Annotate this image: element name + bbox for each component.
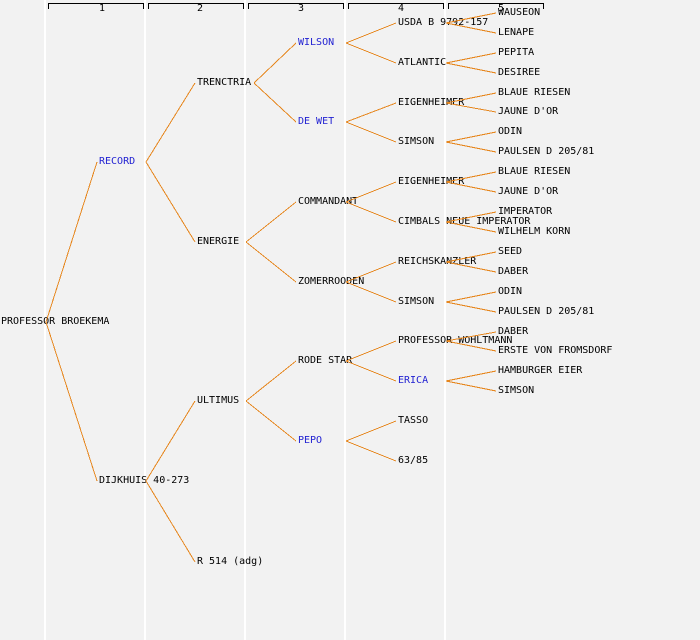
- ancestry-line: [445, 301, 497, 313]
- ancestry-line: [145, 480, 196, 563]
- ancestry-line: [145, 161, 196, 243]
- pedigree-node-daber-2: DABER: [498, 326, 529, 337]
- generation-bracket: [348, 3, 444, 9]
- pedigree-node-professor-broekema: PROFESSOR BROEKEMA: [1, 316, 110, 327]
- pedigree-node-lenape: LENAPE: [498, 27, 535, 38]
- pedigree-node-wauseon: WAUSEON: [498, 7, 541, 18]
- ancestry-line: [45, 321, 98, 482]
- pedigree-node-commandant: COMMANDANT: [298, 196, 359, 207]
- column-separator: [44, 0, 46, 640]
- ancestry-line: [345, 420, 397, 442]
- generation-bracket: [148, 3, 244, 9]
- ancestry-line: [245, 201, 297, 243]
- pedigree-node-usda-b-9792-157: USDA B 9792-157: [398, 17, 489, 28]
- generation-bracket: [448, 3, 544, 9]
- ancestry-line: [145, 400, 196, 482]
- pedigree-node-desiree: DESIREE: [498, 67, 541, 78]
- ancestry-line: [345, 440, 397, 462]
- pedigree-node-simson-3: SIMSON: [498, 385, 535, 396]
- pedigree-node-eigenheimer-2: EIGENHEIMER: [398, 176, 465, 187]
- pedigree-node-professor-wohltmann: PROFESSOR WOHLTMANN: [398, 335, 513, 346]
- pedigree-node-tasso: TASSO: [398, 415, 429, 426]
- ancestry-line: [345, 340, 397, 362]
- pedigree-node-daber-1: DABER: [498, 266, 529, 277]
- column-separator: [244, 0, 246, 640]
- ancestry-line: [445, 291, 497, 303]
- generation-label: 2: [196, 3, 204, 14]
- ancestry-line: [345, 42, 397, 64]
- ancestry-line: [45, 161, 98, 323]
- pedigree-node-erste-von-fromsdorf: ERSTE VON FROMSDORF: [498, 345, 613, 356]
- pedigree-node-imperator: IMPERATOR: [498, 206, 553, 217]
- generation-bracket: [248, 3, 344, 9]
- pedigree-node-record[interactable]: RECORD: [99, 156, 136, 167]
- pedigree-node-paulsen-1: PAULSEN D 205/81: [498, 146, 595, 157]
- ancestry-line: [245, 360, 297, 402]
- column-separator: [344, 0, 346, 640]
- ancestry-line: [253, 82, 297, 123]
- pedigree-node-jaune-dor-1: JAUNE D'OR: [498, 106, 559, 117]
- ancestry-line: [445, 52, 497, 64]
- pedigree-node-erica[interactable]: ERICA: [398, 375, 429, 386]
- ancestry-line: [445, 380, 497, 392]
- generation-label: 5: [497, 3, 505, 14]
- pedigree-node-wilson[interactable]: WILSON: [298, 37, 335, 48]
- ancestry-line: [445, 141, 497, 153]
- ancestry-line: [253, 42, 297, 84]
- pedigree-node-trenctria: TRENCTRIA: [197, 77, 252, 88]
- pedigree-node-rode-star: RODE STAR: [298, 355, 353, 366]
- ancestry-line: [345, 121, 397, 143]
- pedigree-node-atlantic: ATLANTIC: [398, 57, 447, 68]
- pedigree-node-wilhelm-korn: WILHELM KORN: [498, 226, 571, 237]
- ancestry-line: [245, 241, 297, 283]
- ancestry-line: [145, 82, 196, 163]
- pedigree-node-de-wet[interactable]: DE WET: [298, 116, 335, 127]
- pedigree-node-pepita: PEPITA: [498, 47, 535, 58]
- pedigree-node-odin-2: ODIN: [498, 286, 523, 297]
- generation-label: 3: [297, 3, 305, 14]
- ancestry-line: [445, 62, 497, 74]
- ancestry-line: [445, 370, 497, 382]
- ancestry-line: [345, 360, 397, 382]
- pedigree-node-paulsen-2: PAULSEN D 205/81: [498, 306, 595, 317]
- column-separator: [144, 0, 146, 640]
- pedigree-node-simson-1: SIMSON: [398, 136, 435, 147]
- pedigree-node-eigenheimer-1: EIGENHEIMER: [398, 97, 465, 108]
- ancestry-line: [445, 131, 497, 143]
- generation-label: 4: [397, 3, 405, 14]
- generation-label: 1: [98, 3, 106, 14]
- pedigree-node-blaue-riesen-1: BLAUE RIESEN: [498, 87, 571, 98]
- column-separator: [444, 0, 446, 640]
- pedigree-node-hamburger-eier: HAMBURGER EIER: [498, 365, 583, 376]
- pedigree-node-simson-2: SIMSON: [398, 296, 435, 307]
- ancestry-line: [245, 400, 297, 442]
- ancestry-line: [345, 102, 397, 123]
- pedigree-node-zomerrooden: ZOMERROODEN: [298, 276, 365, 287]
- ancestry-line: [345, 22, 397, 44]
- pedigree-node-r-514-adg: R 514 (adg): [197, 556, 264, 567]
- pedigree-node-dijkhuis-40-273: DIJKHUIS 40-273: [99, 475, 190, 486]
- generation-bracket: [48, 3, 144, 9]
- pedigree-node-reichskanzler: REICHSKANZLER: [398, 256, 477, 267]
- pedigree-node-seed: SEED: [498, 246, 523, 257]
- pedigree-node-63-85: 63/85: [398, 455, 429, 466]
- pedigree-node-pepo[interactable]: PEPO: [298, 435, 323, 446]
- pedigree-node-ultimus: ULTIMUS: [197, 395, 240, 406]
- pedigree-node-blaue-riesen-2: BLAUE RIESEN: [498, 166, 571, 177]
- pedigree-node-odin-1: ODIN: [498, 126, 523, 137]
- pedigree-node-jaune-dor-2: JAUNE D'OR: [498, 186, 559, 197]
- pedigree-node-energie: ENERGIE: [197, 236, 240, 247]
